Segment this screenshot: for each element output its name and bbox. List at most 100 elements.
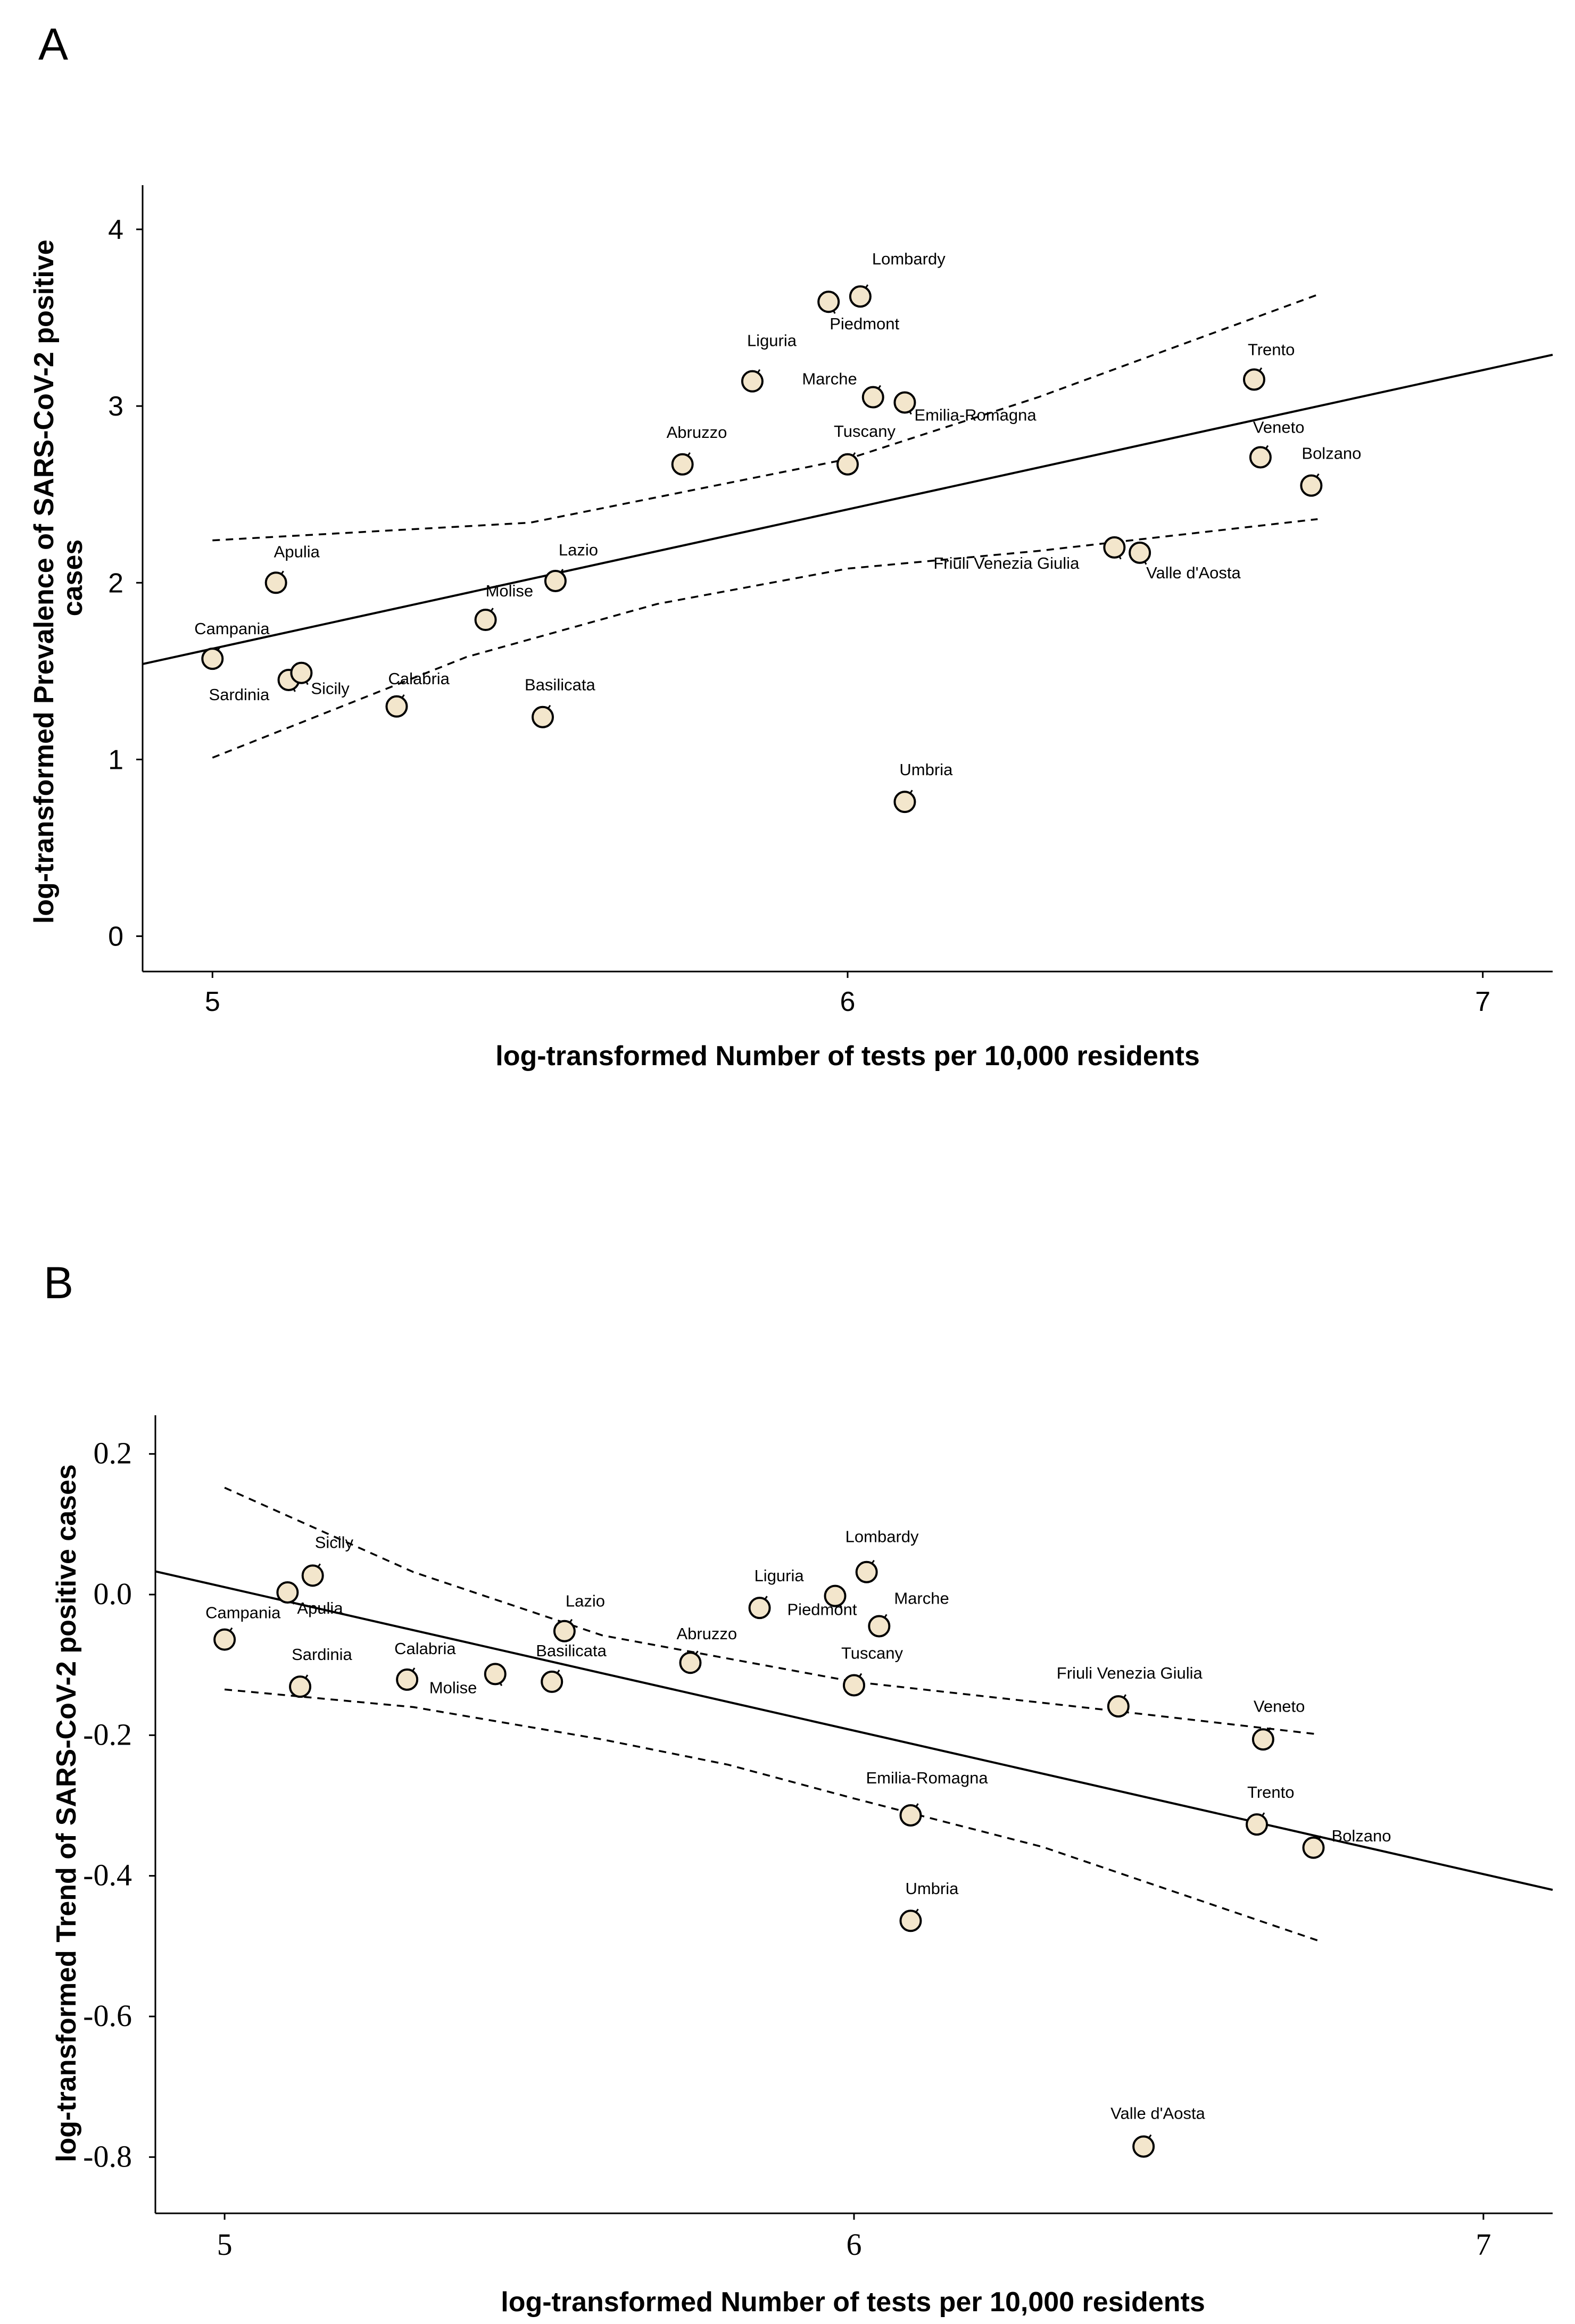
panel-a-y-tick-label: 4 xyxy=(108,214,123,245)
panel-a-label-tuscany: Tuscany xyxy=(834,422,896,441)
panel-b-y-tick-label: -0.2 xyxy=(83,1717,132,1752)
panel-a-point-tuscany: Tuscany xyxy=(834,422,896,476)
panel-b-marker-basilicata xyxy=(541,1670,563,1693)
panel-a-fit-line xyxy=(142,353,1553,666)
panel-a-label-lombardy: Lombardy xyxy=(872,250,946,268)
panel-b-ci-upper-line xyxy=(224,1487,1320,1736)
panel-b-point-veneto: Veneto xyxy=(1251,1697,1305,1751)
panel-a-point-piedmont: Piedmont xyxy=(817,290,900,333)
panel-b-label-piedmont: Piedmont xyxy=(788,1600,857,1619)
panel-a-y-ticks: 0 1 2 3 4 xyxy=(108,214,143,952)
panel-b-marker-bolzano xyxy=(1302,1836,1325,1859)
panel-a-point-abruzzo: Abruzzo xyxy=(667,423,727,476)
panel-b-point-sicily: Sicily xyxy=(301,1533,354,1587)
panel-b-marker-friuli-venezia-giulia xyxy=(1107,1695,1130,1718)
panel-b-label-sicily: Sicily xyxy=(315,1533,354,1551)
panel-a-point-bolzano: Bolzano xyxy=(1300,444,1361,497)
panel-b-marker-valle-d-aosta xyxy=(1132,2135,1155,2158)
panel-a-y-tick-label: 1 xyxy=(108,744,123,775)
panel-a-label-emilia-romagna: Emilia-Romagna xyxy=(914,406,1037,425)
panel-a-point-basilicata: Basilicata xyxy=(525,676,595,728)
panel-a-marker-campania xyxy=(201,648,224,670)
panel-a-y-tick-label: 3 xyxy=(108,391,123,422)
panel-a-marker-calabria xyxy=(385,695,408,718)
panel-a-marker-trento xyxy=(1242,368,1265,391)
panel-b-label-umbria: Umbria xyxy=(905,1879,959,1898)
panel-b-y-tick-label: 0.0 xyxy=(94,1576,132,1611)
panel-b-label-liguria: Liguria xyxy=(755,1566,805,1585)
panel-a-label-valle-d-aosta: Valle d'Aosta xyxy=(1146,563,1241,582)
panel-a-y-axis-title: log-transformed Prevalence of SARS-CoV-2… xyxy=(29,232,88,924)
panel-b-x-ticks: 5 6 7 xyxy=(217,2213,1491,2262)
panel-a-marker-friuli-venezia-giulia xyxy=(1103,536,1126,559)
panel-a-point-veneto: Veneto xyxy=(1249,418,1304,469)
panel-a-label-basilicata: Basilicata xyxy=(525,676,595,694)
panel-a-label-abruzzo: Abruzzo xyxy=(667,423,727,442)
panel-a-label-molise: Molise xyxy=(486,582,534,600)
panel-b-marker-tuscany xyxy=(843,1674,865,1697)
panel-b-label-campania: Campania xyxy=(205,1604,281,1622)
panel-b-label-friuli-venezia-giulia: Friuli Venezia Giulia xyxy=(1057,1664,1203,1682)
panel-a-point-molise: Molise xyxy=(474,582,534,632)
panel-a-label-campania: Campania xyxy=(194,619,270,638)
panel-a-label-bolzano: Bolzano xyxy=(1302,444,1361,463)
panel-b-point-piedmont: Piedmont xyxy=(788,1584,857,1619)
panel-b-y-tick-label: -0.6 xyxy=(83,1998,132,2033)
panel-a-label-piedmont: Piedmont xyxy=(830,314,899,333)
panel-b-label-veneto: Veneto xyxy=(1254,1697,1305,1715)
panel-a-x-tick-label: 5 xyxy=(205,986,220,1017)
panel-b-marker-calabria xyxy=(396,1668,419,1691)
panel-a-marker-valle-d-aosta xyxy=(1129,541,1151,564)
panel-a-marker-tuscany xyxy=(836,453,859,476)
panel-a-scatter-plot: A 0 1 2 3 4 5 6 7 Lombardy Piedmont Liguria March… xyxy=(29,19,1553,1072)
panel-a-x-ticks: 5 6 7 xyxy=(205,972,1490,1017)
panel-b-ci-lower-line xyxy=(224,1688,1320,1943)
panel-a-ci-lower-line xyxy=(212,518,1318,759)
panel-a-axes xyxy=(142,185,1553,973)
panel-a-y-axis-title-line2: cases xyxy=(57,540,88,617)
panel-b-letter: B xyxy=(44,1258,73,1308)
panel-a-marker-molise xyxy=(474,609,497,632)
panel-b-y-tick-label: -0.4 xyxy=(83,1858,132,1893)
panel-a-marker-liguria xyxy=(741,370,764,393)
panel-b-label-basilicata: Basilicata xyxy=(536,1641,607,1660)
panel-b-point-lombardy: Lombardy xyxy=(845,1528,919,1583)
panel-b-marker-piedmont xyxy=(824,1584,847,1607)
panel-b-point-basilicata: Basilicata xyxy=(536,1641,607,1693)
panel-b-point-bolzano: Bolzano xyxy=(1302,1827,1391,1859)
panel-a-marker-veneto xyxy=(1249,446,1272,469)
panel-a-label-apulia: Apulia xyxy=(274,542,320,561)
panel-a-y-tick-label: 2 xyxy=(108,568,123,599)
panel-a-marker-umbria xyxy=(893,791,916,814)
panel-a-marker-lazio xyxy=(544,569,567,592)
panel-a-point-sardinia: Sardinia xyxy=(209,668,300,704)
panel-b-label-apulia: Apulia xyxy=(297,1599,343,1617)
panel-b-label-molise: Molise xyxy=(429,1678,477,1697)
panel-a-label-umbria: Umbria xyxy=(899,760,953,779)
panel-b-y-tick-label: 0.2 xyxy=(94,1436,132,1471)
panel-a-x-tick-label: 6 xyxy=(840,986,856,1017)
panel-b-point-abruzzo: Abruzzo xyxy=(676,1624,737,1674)
panel-a-marker-piedmont xyxy=(817,290,840,313)
panel-a-marker-lombardy xyxy=(849,285,872,308)
panel-a-marker-marche xyxy=(861,386,884,409)
panel-a-point-umbria: Umbria xyxy=(893,760,953,814)
panel-b-label-calabria: Calabria xyxy=(394,1639,456,1658)
panel-b-marker-marche xyxy=(868,1615,891,1638)
panel-b-point-emilia-romagna: Emilia-Romagna xyxy=(866,1769,988,1827)
panel-b-x-tick-label: 6 xyxy=(847,2227,862,2262)
panel-b-point-trento: Trento xyxy=(1246,1783,1294,1836)
panel-a-y-tick-label: 0 xyxy=(108,922,123,952)
panel-a-point-calabria: Calabria xyxy=(385,669,450,718)
panel-b-y-tick-label: -0.8 xyxy=(83,2139,132,2173)
panel-b-label-trento: Trento xyxy=(1247,1783,1294,1802)
panel-b-marker-umbria xyxy=(899,1910,922,1932)
panel-a-marker-apulia xyxy=(264,571,287,594)
panel-b-point-umbria: Umbria xyxy=(899,1879,959,1932)
panel-a-point-liguria: Liguria xyxy=(741,331,797,393)
panel-a-marker-sicily xyxy=(290,661,313,684)
panel-a-marker-abruzzo xyxy=(671,453,694,476)
panel-b-label-emilia-romagna: Emilia-Romagna xyxy=(866,1769,988,1787)
panel-b-marker-liguria xyxy=(748,1597,771,1620)
